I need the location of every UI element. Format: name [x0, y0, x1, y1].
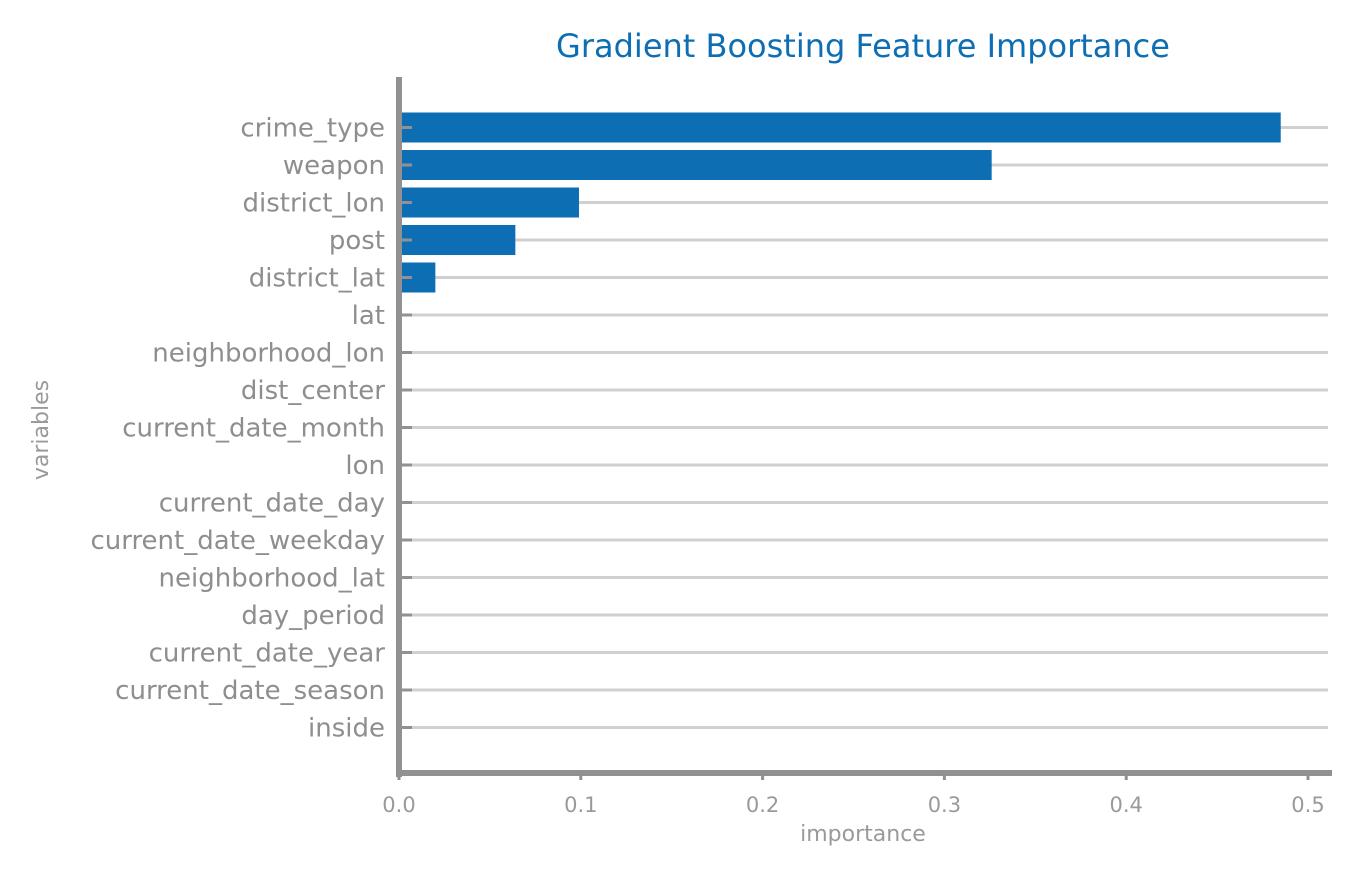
bar-layer — [402, 112, 1281, 293]
category-label: dist_center — [241, 376, 385, 406]
category-label: neighborhood_lat — [159, 564, 385, 594]
x-tick-label: 0.2 — [746, 793, 779, 817]
bar — [402, 225, 516, 255]
category-label: lat — [352, 301, 385, 331]
bar — [402, 150, 992, 180]
x-tick-label: 0.3 — [928, 793, 961, 817]
category-label: current_date_weekday — [90, 526, 385, 556]
category-label: lon — [345, 451, 385, 481]
x-tick-label: 0.1 — [564, 793, 597, 817]
category-label: current_date_year — [149, 639, 386, 669]
x-tick-label: 0.4 — [1109, 793, 1142, 817]
grid-layer — [401, 126, 1328, 729]
category-label: current_date_month — [122, 414, 385, 444]
category-label: current_date_day — [159, 489, 385, 519]
category-label: crime_type — [240, 114, 385, 144]
x-tick-layer: 0.0 0.1 0.2 0.3 0.4 0.5 — [382, 773, 1325, 817]
chart-title: Gradient Boosting Feature Importance — [556, 27, 1170, 65]
category-label: weapon — [283, 151, 385, 181]
bar — [402, 187, 579, 218]
bar — [402, 112, 1281, 143]
category-label: current_date_season — [115, 676, 385, 706]
category-label: inside — [308, 714, 385, 744]
x-tick-label: 0.0 — [382, 793, 415, 817]
category-label: day_period — [241, 601, 385, 631]
category-label: post — [329, 226, 385, 256]
category-label: district_lon — [243, 189, 385, 219]
category-label: district_lat — [249, 264, 385, 294]
y-axis-label: variables — [29, 380, 54, 480]
category-label: neighborhood_lon — [152, 339, 385, 369]
x-tick-label: 0.5 — [1291, 793, 1324, 817]
x-axis-label: importance — [800, 822, 926, 847]
